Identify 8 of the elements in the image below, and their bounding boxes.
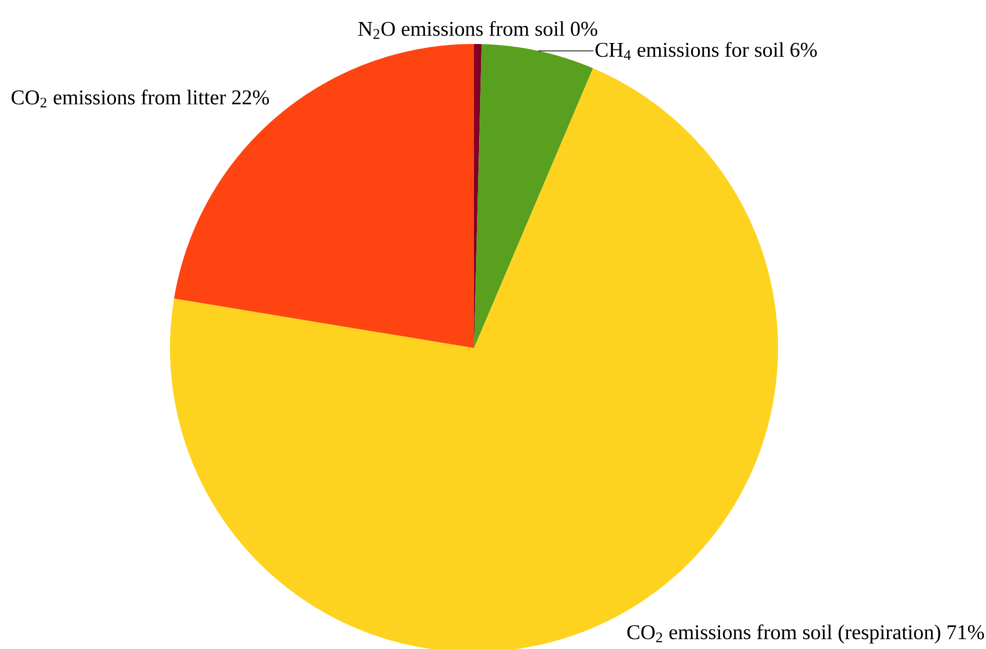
data-label: 71% xyxy=(948,625,984,640)
data-label: 0% xyxy=(570,22,598,36)
slice-label: CH$_{4}$ emissions for soil xyxy=(596,42,784,60)
slice-label: CO$_{2}$ emissions from litter xyxy=(12,90,226,108)
data-label: 22% xyxy=(232,90,269,105)
slice-label: N$_{2}$O emissions from soil xyxy=(358,20,564,39)
data-label: 6% xyxy=(790,42,817,57)
slice-label: CO$_{2}$ emissions from soil (respiration) xyxy=(627,624,940,644)
